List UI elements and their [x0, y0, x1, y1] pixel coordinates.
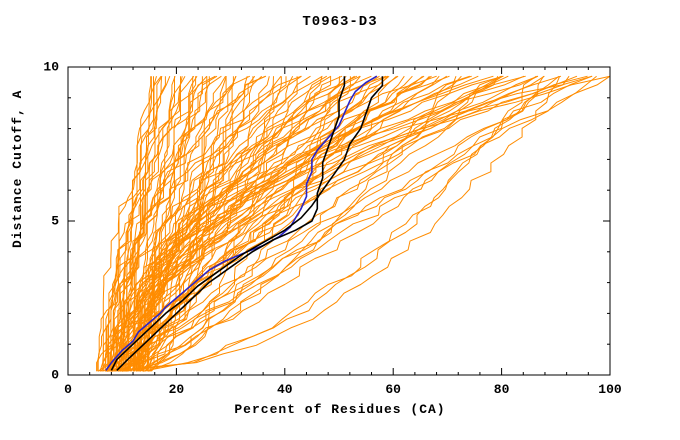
- x-tick-label: 0: [64, 382, 72, 397]
- ensemble-curve: [132, 75, 588, 372]
- ensemble-curve: [108, 75, 302, 372]
- ensemble-curve: [141, 75, 526, 372]
- ensemble-curve: [124, 75, 332, 372]
- x-axis-label: Percent of Residues (CA): [234, 402, 446, 417]
- ensemble-curve: [129, 75, 503, 372]
- ensemble-curve: [137, 75, 311, 372]
- ensemble-curve: [121, 75, 537, 372]
- ensemble-curve: [132, 75, 525, 372]
- ensemble-curve: [118, 75, 539, 372]
- ensemble-curve: [136, 75, 380, 372]
- x-tick-label: 100: [598, 382, 622, 397]
- ensemble-curve: [106, 76, 561, 372]
- ensemble-curve: [102, 75, 208, 372]
- ensemble-curve: [145, 75, 611, 372]
- x-tick-label: 20: [168, 382, 185, 397]
- ensemble-curve: [123, 75, 448, 372]
- ensemble-curve: [109, 75, 611, 372]
- ensemble-curve: [106, 76, 323, 372]
- x-tick-label: 40: [276, 382, 293, 397]
- x-tick-label: 80: [493, 382, 510, 397]
- ensemble-curve: [112, 75, 266, 372]
- model-black-1-curve: [116, 76, 346, 371]
- ensemble-curve: [102, 75, 323, 372]
- ensemble-curve: [109, 75, 578, 372]
- y-tick-label: 10: [43, 59, 59, 75]
- ensemble-curve: [127, 75, 539, 372]
- ensemble-curve: [112, 76, 340, 372]
- ensemble-curve: [135, 75, 560, 372]
- ensemble-curve: [146, 75, 358, 372]
- ensemble-curve: [135, 75, 302, 372]
- ensemble-curve: [96, 75, 593, 372]
- y-tick-label: 5: [51, 213, 59, 229]
- y-tick-label: 0: [51, 367, 59, 383]
- ensemble-curve: [116, 75, 504, 372]
- ensemble-curve: [110, 76, 171, 372]
- ensemble-curve: [107, 75, 294, 372]
- ensemble-curve: [151, 75, 593, 372]
- ensemble-curve: [129, 75, 472, 372]
- ensemble-curve: [126, 76, 351, 372]
- ensemble-curve: [147, 75, 450, 372]
- ensemble-curve: [102, 75, 251, 372]
- ensemble-curve: [147, 76, 287, 372]
- model-black-2-curve: [110, 76, 384, 371]
- ensemble-curve: [133, 76, 274, 372]
- chart-title: T0963-D3: [302, 14, 378, 30]
- y-axis-label: Distance Cutoff, A: [10, 89, 25, 248]
- ensemble-curve: [116, 75, 387, 372]
- ensemble-curve: [148, 75, 499, 372]
- ensemble-curve: [111, 75, 462, 372]
- ensemble-curve: [114, 75, 597, 372]
- ensemble-curve: [119, 75, 267, 372]
- x-tick-label: 60: [385, 382, 401, 397]
